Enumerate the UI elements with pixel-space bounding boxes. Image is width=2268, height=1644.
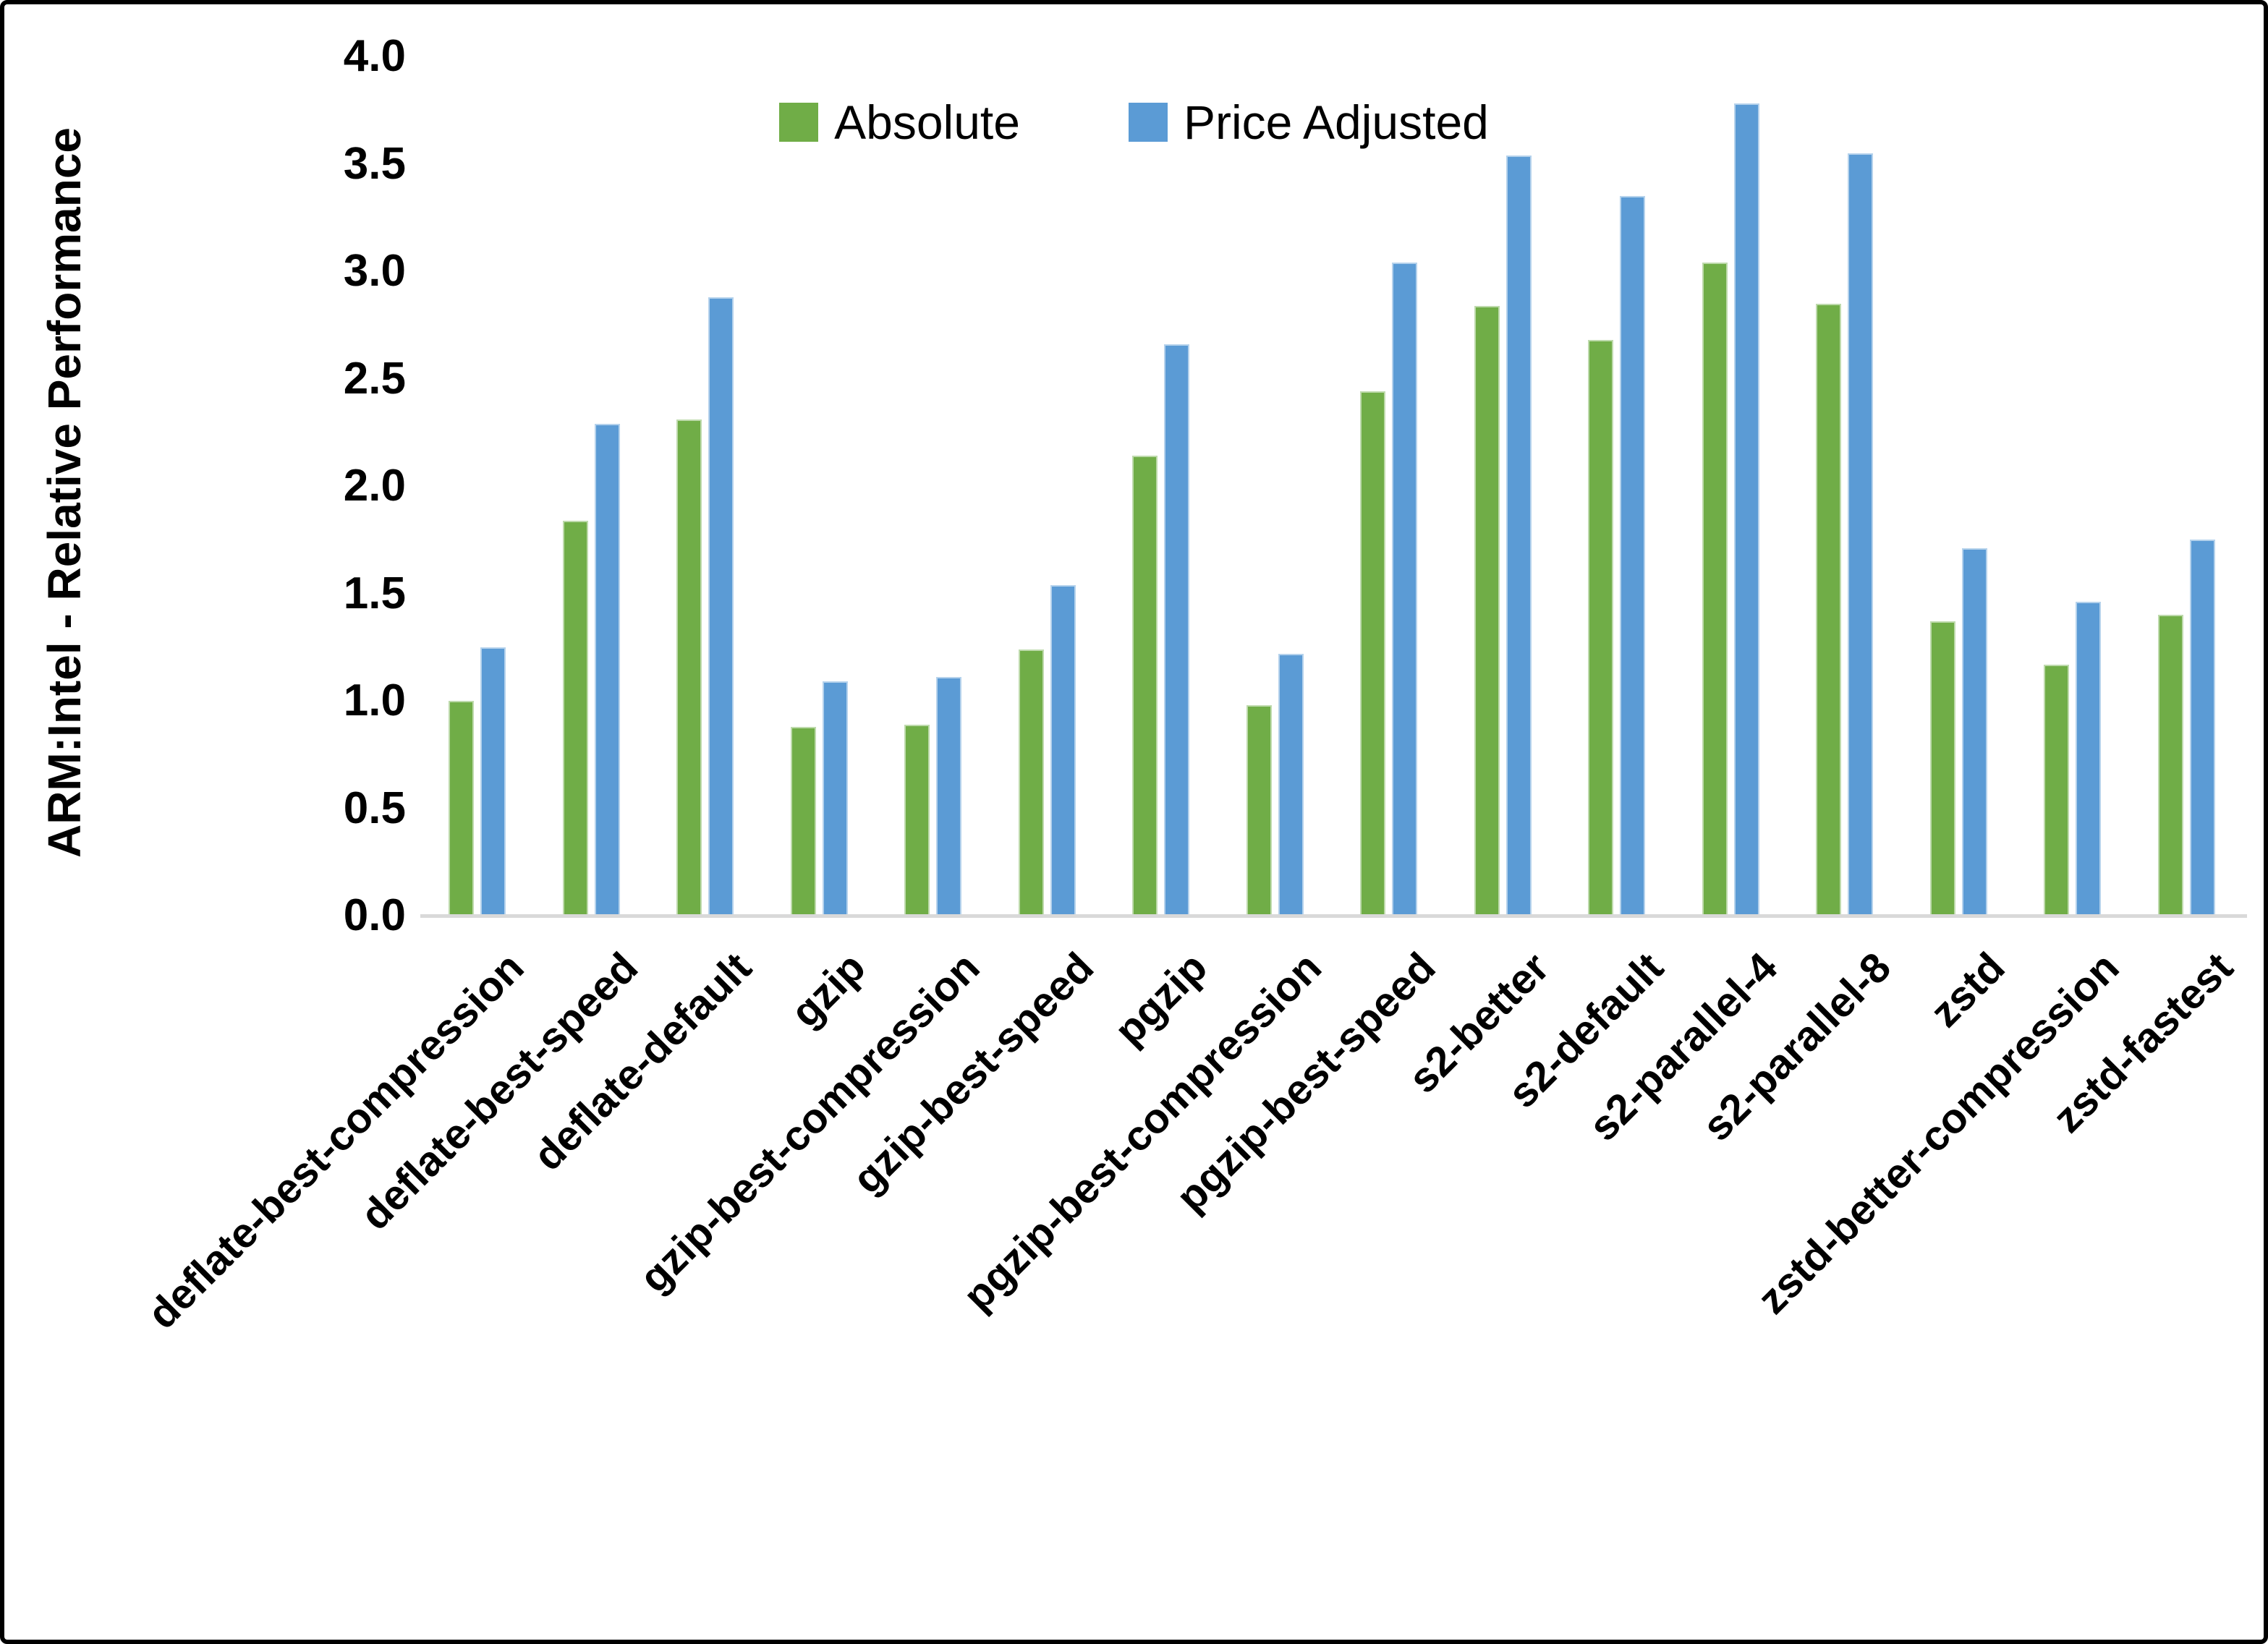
bar-group bbox=[2130, 540, 2244, 916]
bar-price-adjusted bbox=[936, 677, 962, 916]
legend-label-absolute: Absolute bbox=[834, 95, 1020, 149]
bar-group bbox=[763, 681, 877, 916]
bar-group bbox=[535, 423, 649, 916]
bar-price-adjusted bbox=[594, 423, 620, 916]
bar-group bbox=[1218, 653, 1333, 916]
x-axis-label: pgzip bbox=[1105, 943, 1217, 1055]
bar-group bbox=[1104, 344, 1218, 916]
bar-absolute bbox=[1360, 391, 1386, 916]
y-tick-label: 1.0 bbox=[343, 676, 406, 725]
y-tick-label: 0.0 bbox=[343, 890, 406, 940]
bar-price-adjusted bbox=[1392, 263, 1418, 916]
bar-group bbox=[990, 584, 1105, 916]
bar-group bbox=[1902, 548, 2016, 916]
y-tick-label: 2.5 bbox=[343, 353, 406, 404]
bar-group bbox=[1788, 153, 1902, 916]
bar-group bbox=[1332, 263, 1446, 916]
legend-label-price-adjusted: Price Adjusted bbox=[1183, 95, 1489, 149]
bar-absolute bbox=[1132, 456, 1158, 916]
y-tick-label: 3.0 bbox=[343, 246, 406, 296]
bar-price-adjusted bbox=[2076, 602, 2102, 916]
bar-group bbox=[1560, 196, 1674, 916]
legend-swatch-absolute bbox=[779, 103, 819, 142]
y-tick-label: 3.5 bbox=[343, 138, 406, 189]
x-axis-label: zstd bbox=[1921, 943, 2014, 1036]
bar-price-adjusted bbox=[1505, 155, 1532, 916]
bar-absolute bbox=[1018, 649, 1044, 916]
x-axis-line bbox=[420, 914, 2247, 918]
bar-group bbox=[1674, 103, 1788, 916]
bar-group bbox=[876, 677, 990, 916]
bar-absolute bbox=[2044, 664, 2070, 916]
bar-absolute bbox=[1588, 340, 1614, 916]
bar-group bbox=[420, 647, 535, 916]
legend-item-price-adjusted: Price Adjusted bbox=[1128, 95, 1489, 150]
bar-price-adjusted bbox=[1961, 548, 1987, 916]
y-tick-label: 1.5 bbox=[343, 568, 406, 618]
bar-price-adjusted bbox=[822, 681, 848, 916]
bar-price-adjusted bbox=[2189, 540, 2215, 916]
bar-price-adjusted bbox=[1620, 196, 1646, 916]
bar-price-adjusted bbox=[1164, 344, 1190, 916]
bar-absolute bbox=[2157, 615, 2183, 916]
x-axis-label: gzip bbox=[781, 943, 875, 1036]
bar-price-adjusted bbox=[480, 647, 506, 916]
bar-price-adjusted bbox=[708, 297, 734, 916]
y-tick-label: 4.0 bbox=[343, 31, 406, 81]
bar-absolute bbox=[790, 726, 816, 916]
y-tick-label: 0.5 bbox=[343, 783, 406, 833]
bar-absolute bbox=[1816, 303, 1842, 916]
legend-swatch-price-adjusted bbox=[1128, 103, 1168, 142]
bar-group bbox=[648, 297, 763, 916]
bar-absolute bbox=[676, 419, 702, 916]
bar-price-adjusted bbox=[1848, 153, 1874, 916]
bar-absolute bbox=[562, 520, 588, 916]
bar-price-adjusted bbox=[1733, 103, 1759, 916]
bar-absolute bbox=[449, 701, 475, 916]
bar-absolute bbox=[904, 724, 930, 916]
y-tick-label: 2.0 bbox=[343, 461, 406, 511]
bar-absolute bbox=[1474, 305, 1500, 916]
bar-absolute bbox=[1246, 704, 1272, 916]
bar-group bbox=[1446, 155, 1560, 916]
legend-item-absolute: Absolute bbox=[779, 95, 1020, 150]
bar-group bbox=[2016, 602, 2130, 916]
chart-legend: Absolute Price Adjusted bbox=[4, 90, 2264, 155]
bar-absolute bbox=[1702, 263, 1728, 916]
bar-absolute bbox=[1929, 621, 1955, 916]
plot-area bbox=[420, 56, 2243, 916]
bar-price-adjusted bbox=[1278, 653, 1304, 916]
bar-price-adjusted bbox=[1050, 584, 1076, 916]
